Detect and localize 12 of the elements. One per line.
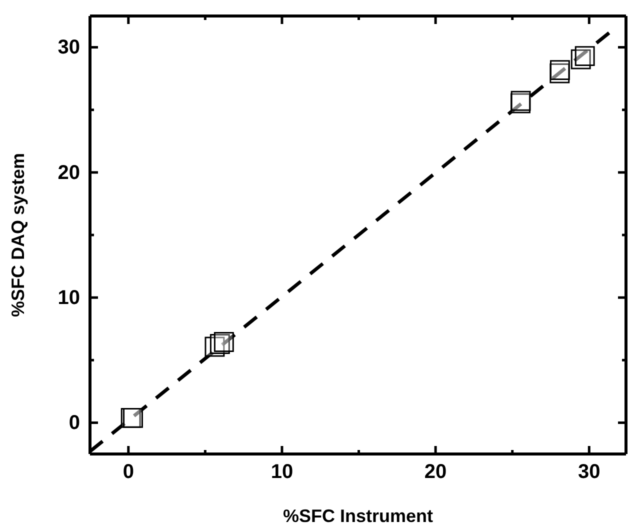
point [214, 332, 234, 352]
y-axis-title: %SFC DAQ system [8, 152, 28, 318]
x-tick-label: 30 [578, 461, 600, 484]
x-tick-label: 0 [122, 461, 134, 484]
y-tick-label: 20 [58, 162, 80, 184]
y-tick-label: 30 [58, 36, 80, 59]
x-tick-label: 20 [424, 461, 447, 484]
x-axis-title: %SFC Instrument [282, 506, 434, 526]
point [574, 46, 595, 66]
x-tick-label: 10 [270, 461, 294, 484]
y-tick-label: 10 [58, 286, 80, 309]
y-tick-label: 0 [68, 412, 80, 434]
